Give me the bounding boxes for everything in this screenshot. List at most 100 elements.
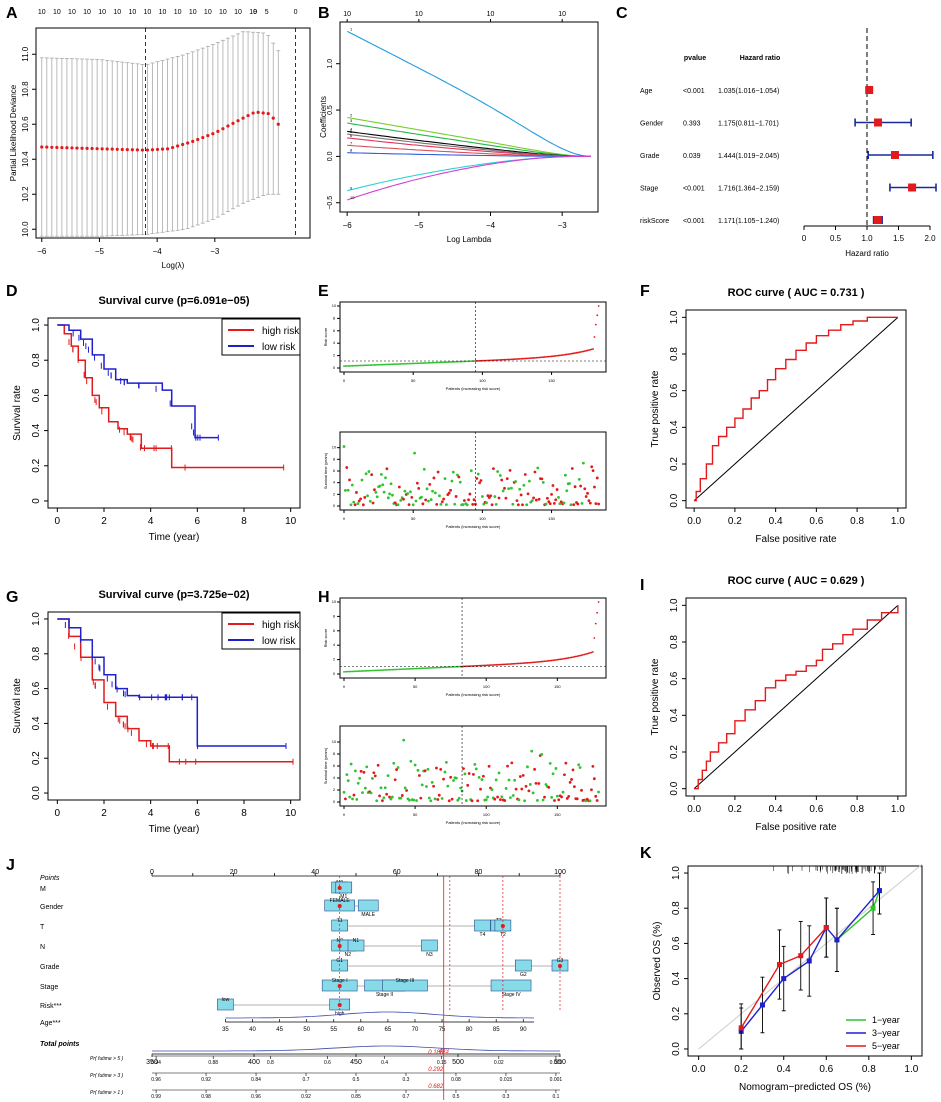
risk-point [371, 669, 374, 672]
survival-point [390, 795, 394, 799]
risk-point [399, 668, 402, 671]
survival-point [359, 497, 363, 501]
survival-point [363, 496, 367, 499]
survival-point [420, 495, 423, 499]
coef-path [347, 116, 591, 157]
risk-point [549, 355, 552, 358]
risk-point [421, 667, 424, 670]
risk-frame [339, 597, 607, 679]
survival-point [503, 799, 507, 802]
y-tick-label: 0.8 [671, 901, 682, 915]
risk-point [498, 359, 500, 361]
header-pvalue: pvalue [684, 55, 706, 62]
points-tick-label: 0 [150, 869, 154, 876]
level-label: Stage II [376, 992, 393, 998]
survival-point [413, 763, 417, 767]
risk-point [594, 323, 597, 326]
prob-tick-label: 0.92 [301, 1094, 311, 1100]
survival-point [541, 798, 545, 802]
survival-point [530, 749, 534, 753]
survival-point [498, 474, 502, 477]
survival-point [352, 500, 356, 504]
top-tick-label: 10 [415, 11, 423, 18]
survival-point [590, 788, 593, 792]
risk-point [355, 670, 358, 673]
y-tick-label: 0.6 [31, 681, 42, 695]
row-pvalue: <0.001 [683, 186, 705, 193]
risk-point [419, 667, 422, 670]
risk-point [364, 669, 367, 672]
age-tick-label: 75 [439, 1027, 446, 1033]
deviance-point [266, 111, 270, 116]
risk-point [380, 363, 383, 366]
risk-point [492, 359, 495, 362]
level-box [514, 959, 532, 972]
risk-point [508, 663, 510, 665]
risk-point [515, 662, 517, 665]
top-count-label: 10 [144, 9, 152, 16]
survival-point [436, 470, 440, 474]
survival-point [526, 492, 530, 496]
level-label: T4 [480, 932, 486, 938]
risk-point [350, 364, 352, 367]
y-tick-label: 0.0 [669, 493, 680, 507]
x-tick-label: 0.6 [809, 516, 823, 527]
risk-point [572, 656, 574, 659]
prob-tick-label: 0.92 [201, 1077, 211, 1083]
risk-point [576, 351, 579, 354]
panel-letter-j: J [6, 857, 15, 874]
prob-tick-label: 0.85 [351, 1094, 361, 1100]
risk-point [553, 659, 556, 662]
legend-box [221, 612, 301, 650]
survival-point [342, 790, 346, 794]
survival-point [548, 762, 552, 765]
survival-point [379, 786, 383, 790]
survival-point [453, 502, 457, 506]
survival-point [416, 768, 420, 772]
survival-point [348, 795, 352, 799]
risk-point [505, 358, 507, 361]
x-axis-label: Nomogram−predicted OS (%) [739, 1082, 871, 1093]
risk-point [524, 357, 527, 360]
survival-point [349, 762, 353, 766]
risk-point [592, 348, 594, 350]
points-tick-label: 40 [311, 869, 319, 876]
survival-point [522, 483, 526, 487]
risk-point [357, 670, 360, 673]
survival-point [424, 498, 428, 502]
deviance-point [90, 146, 94, 151]
x-tick-label: −5 [414, 221, 424, 230]
y-tick-label: 1.0 [31, 318, 42, 332]
y-tick-label: 4 [333, 480, 336, 485]
survival-point [561, 790, 565, 794]
survival-point [462, 767, 465, 771]
risk-point [547, 355, 550, 358]
calibration-point [798, 953, 804, 959]
legend-label: 1−year [872, 1015, 900, 1025]
survival-point [419, 796, 423, 800]
risk-point [373, 364, 376, 366]
y-axis-label: Survival rate [12, 385, 23, 441]
survival-point [494, 502, 498, 506]
risk-point [550, 355, 553, 358]
risk-point [525, 357, 528, 360]
prob-tick-label: 0.4 [381, 1060, 388, 1066]
y-tick-label: 0.8 [31, 646, 42, 660]
survival-point [406, 492, 410, 495]
path-index-label: 6 [350, 133, 353, 138]
y-tick-label: 0.6 [31, 388, 42, 402]
survival-point [595, 799, 599, 802]
survival-point [571, 768, 575, 772]
age-tick-label: 90 [520, 1027, 527, 1033]
survival-point [568, 482, 571, 485]
risk-point [404, 668, 407, 670]
risk-point [453, 360, 456, 363]
risk-point [560, 658, 563, 661]
survival-point [588, 501, 592, 505]
survival-point [357, 499, 361, 503]
risk-point [391, 668, 394, 671]
risk-point [415, 667, 418, 670]
age-tick-label: 50 [303, 1027, 310, 1033]
row-name: Gender [640, 121, 664, 128]
survival-point [451, 470, 455, 474]
